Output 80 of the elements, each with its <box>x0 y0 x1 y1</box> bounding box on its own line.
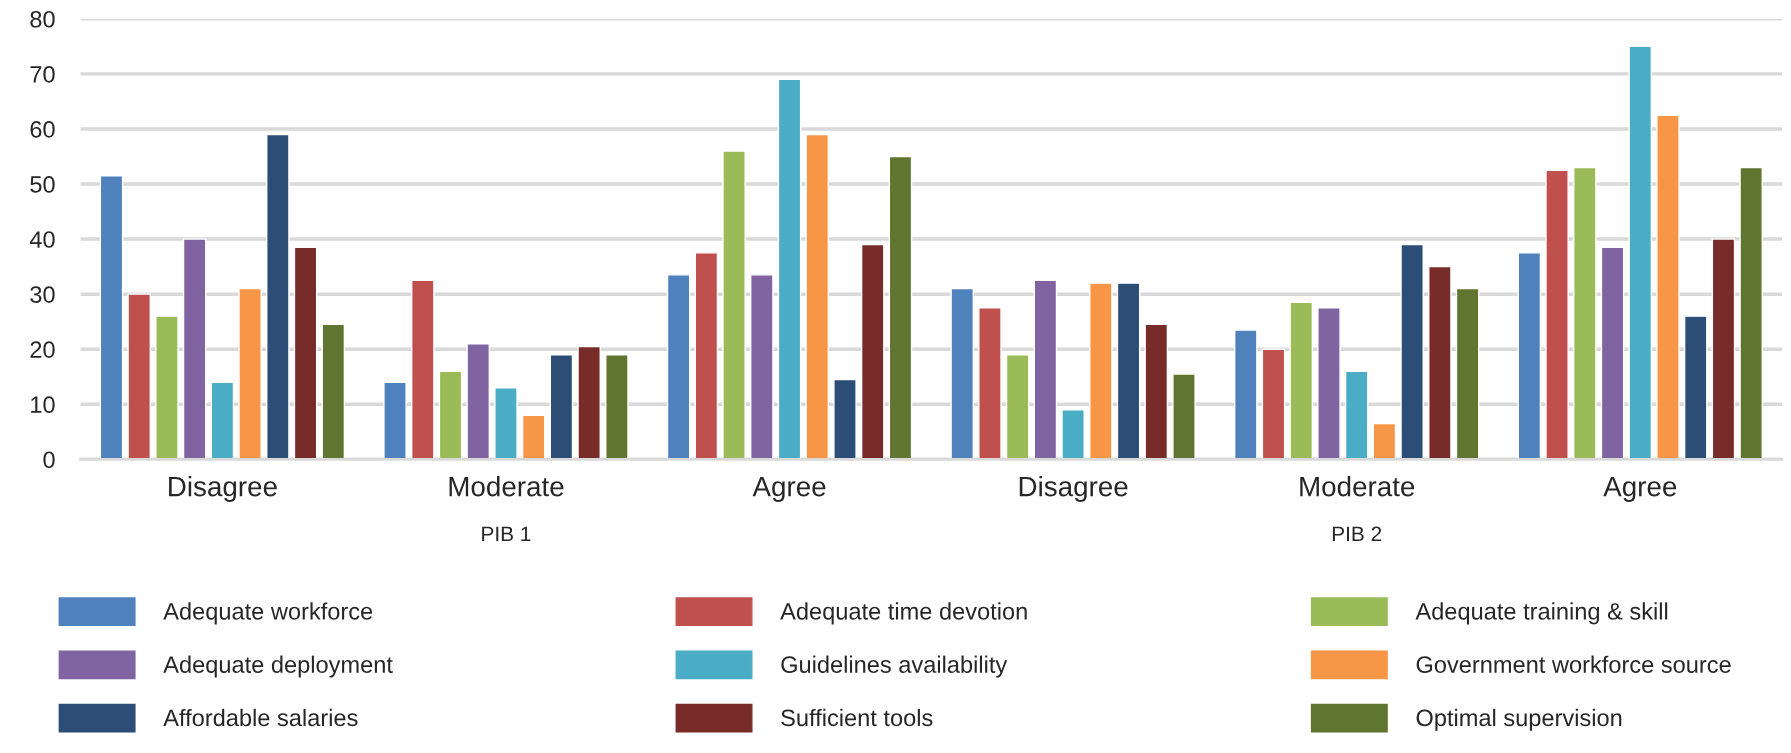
bar <box>182 238 207 460</box>
bar <box>1144 323 1169 460</box>
bar <box>1116 282 1141 460</box>
bar <box>1656 114 1680 460</box>
bar <box>1233 329 1258 460</box>
bar <box>666 274 691 460</box>
legend-label: Sufficient tools <box>781 708 933 727</box>
y-tick-label: 0 <box>43 451 55 469</box>
bar <box>1573 166 1597 460</box>
bar <box>1455 287 1480 460</box>
bar <box>438 370 463 460</box>
bar <box>1005 354 1030 460</box>
legend-label: Adequate time devotion <box>780 602 1027 625</box>
bar <box>238 287 262 460</box>
bar <box>750 274 774 460</box>
bar <box>410 279 435 460</box>
x-tick-label: Disagree <box>169 476 277 502</box>
bar <box>494 387 518 460</box>
legend-label: Adequate training & skill <box>1415 602 1668 625</box>
x-tick-label: Agree <box>1603 477 1677 502</box>
bar <box>1061 409 1085 460</box>
x-tick-label: Moderate <box>1300 476 1415 497</box>
bar <box>99 175 124 460</box>
bar <box>1172 373 1196 460</box>
bar <box>1400 243 1424 460</box>
bar <box>1344 370 1369 460</box>
legend-label: Government workforce source <box>1416 655 1731 673</box>
y-tick-label: 10 <box>31 396 55 414</box>
bar <box>1739 166 1763 460</box>
bar <box>293 246 318 460</box>
x-tick-label: Moderate <box>449 476 564 497</box>
bar <box>127 293 151 460</box>
bar <box>978 307 1002 460</box>
y-tick-label: 30 <box>30 286 55 303</box>
y-tick-label: 50 <box>30 176 55 193</box>
bar <box>155 315 179 460</box>
y-tick-label: 40 <box>29 231 55 248</box>
y-tick-label: 70 <box>30 65 55 83</box>
text: PIB 2 <box>1332 526 1382 542</box>
x-tick-label: Agree <box>752 477 826 502</box>
bar <box>860 243 885 460</box>
bar <box>1600 246 1625 460</box>
bar <box>321 323 346 460</box>
bar <box>1317 307 1341 460</box>
bar <box>833 378 857 460</box>
bar <box>1711 238 1736 460</box>
legend-label: Adequate workforce <box>163 602 373 625</box>
legend-label: Optimal supervision <box>1416 708 1622 731</box>
x-tick-label: Disagree <box>1019 476 1128 502</box>
bar <box>1372 422 1397 460</box>
bar <box>1033 279 1058 460</box>
y-tick-label: 60 <box>30 121 55 138</box>
bar <box>521 414 546 460</box>
legend-label: Affordable salaries <box>163 708 358 727</box>
text: PIB 1 <box>482 526 531 542</box>
bar <box>950 287 974 460</box>
bar <box>1261 348 1286 460</box>
y-tick-label: 20 <box>30 341 55 358</box>
bar <box>777 78 802 460</box>
bar <box>266 133 290 460</box>
bar <box>466 343 491 460</box>
bar <box>577 345 601 460</box>
bar <box>888 155 913 460</box>
bar <box>722 150 746 460</box>
bar <box>1089 282 1113 460</box>
bar <box>549 354 574 460</box>
bar <box>1428 265 1452 460</box>
bar <box>805 133 830 460</box>
bar <box>605 354 629 460</box>
bar <box>1289 301 1314 460</box>
bar <box>210 381 235 460</box>
legend-label: Adequate deployment <box>163 655 393 678</box>
bar <box>1683 315 1708 460</box>
bar <box>1628 45 1653 460</box>
bar <box>1545 169 1569 460</box>
bar <box>383 381 407 460</box>
legend-label: Guidelines availability <box>781 655 1008 678</box>
y-tick-label: 80 <box>30 10 55 28</box>
bar <box>694 252 719 460</box>
bar <box>1517 252 1542 460</box>
